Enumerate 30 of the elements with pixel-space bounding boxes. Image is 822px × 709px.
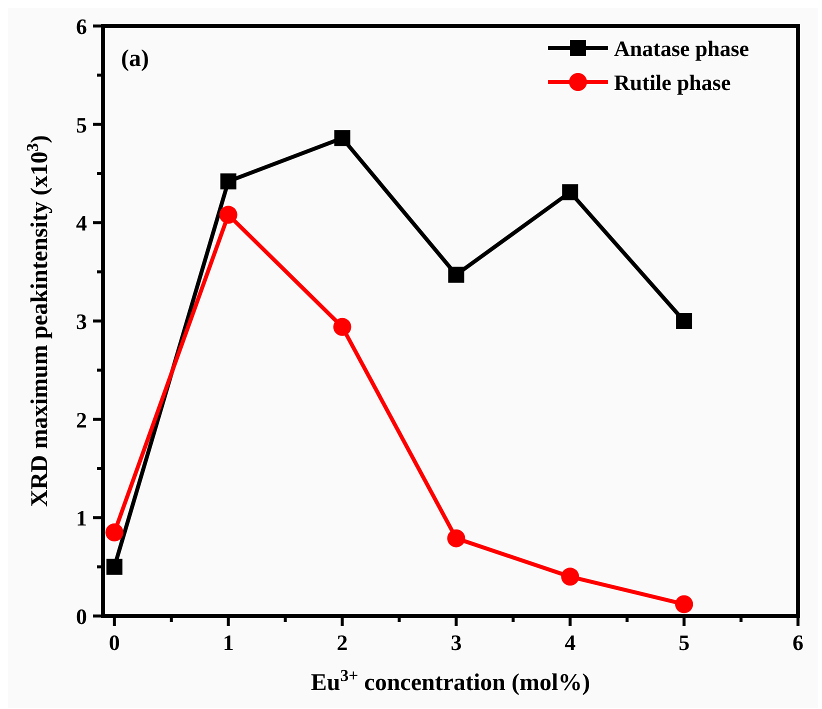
point [447, 529, 466, 548]
point [676, 313, 692, 329]
x-tick-label: 4 [564, 630, 576, 655]
point [219, 206, 238, 224]
x-tick-label: 5 [678, 630, 690, 655]
y-tick-label: 4 [76, 210, 87, 236]
y-tick-label: 2 [76, 407, 87, 432]
point [675, 595, 694, 614]
y-tick-label: 3 [76, 309, 87, 334]
legend-label: Rutile phase [614, 70, 731, 95]
x-tick-label: 0 [108, 630, 120, 655]
point [562, 184, 578, 200]
point [561, 568, 580, 586]
point [448, 266, 464, 283]
point [334, 130, 350, 146]
point [220, 173, 236, 190]
y-tick-label: 6 [76, 14, 87, 39]
point [106, 558, 122, 575]
point [333, 318, 352, 336]
y-tick-label: 1 [76, 506, 87, 531]
y-tick-label: 5 [76, 112, 87, 138]
x-tick-label: 2 [336, 630, 348, 655]
annotation: (a) [121, 46, 149, 72]
y-tick-label: 0 [76, 604, 87, 629]
x-tick-label: 6 [792, 630, 804, 655]
point [105, 523, 124, 542]
legend-label: Anatase phase [614, 36, 750, 61]
x-axis-title: Eu$^{3+}$ concentration (mol%) [310, 666, 590, 696]
x-tick-label: 3 [450, 630, 462, 655]
x-tick-label: 1 [222, 630, 234, 655]
